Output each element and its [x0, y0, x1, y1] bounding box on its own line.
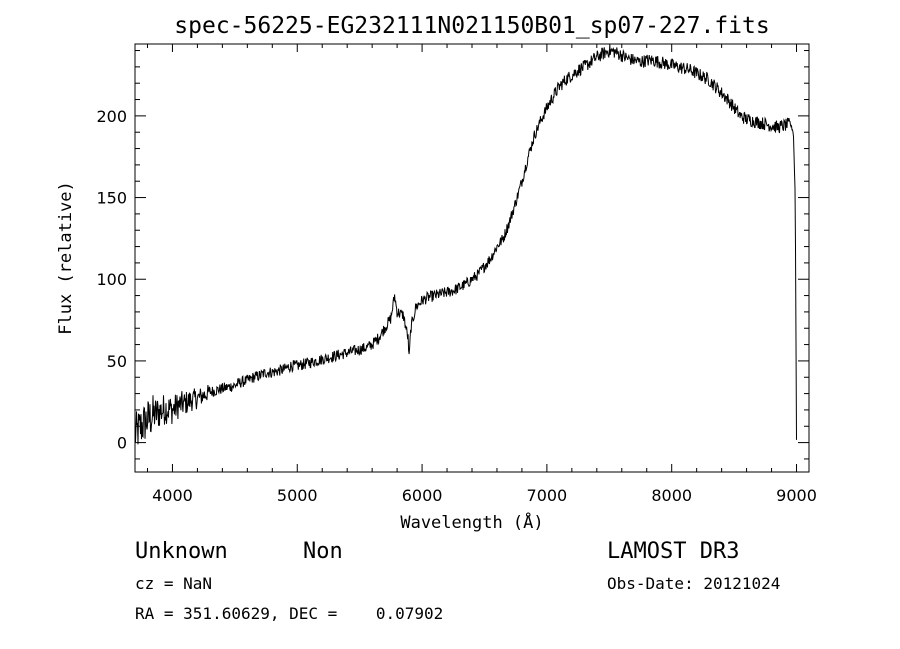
plot-frame — [134, 43, 810, 473]
x-tick-label: 6000 — [402, 486, 443, 505]
coordinates: RA = 351.60629, DEC = 0.07902 — [135, 604, 444, 623]
y-tick-label: 200 — [96, 107, 127, 126]
x-tick-label: 8000 — [651, 486, 692, 505]
spectrum-line — [134, 44, 797, 445]
object-class: Unknown — [135, 539, 228, 564]
y-tick-label: 150 — [96, 189, 127, 208]
observation-date: Obs-Date: 20121024 — [607, 574, 781, 593]
x-axis-label: Wavelength (Å) — [400, 511, 543, 533]
y-tick-label: 100 — [96, 270, 127, 289]
y-axis-label: Flux (relative) — [56, 181, 76, 335]
x-tick-label: 4000 — [152, 486, 193, 505]
x-axis: 4000 5000 6000 7000 8000 9000 — [146, 44, 817, 505]
redshift-cz: cz = NaN — [135, 574, 213, 593]
object-subclass: Non — [303, 539, 343, 564]
survey-name: LAMOST DR3 — [607, 539, 740, 564]
chart-title: spec-56225-EG232111N021150B01_sp07-227.f… — [174, 13, 769, 39]
y-tick-label: 0 — [117, 434, 127, 453]
x-tick-label: 7000 — [527, 486, 568, 505]
x-tick-label: 9000 — [776, 486, 817, 505]
x-tick-label: 5000 — [277, 486, 318, 505]
y-axis: 0 50 100 150 200 — [96, 50, 809, 460]
y-tick-label: 50 — [107, 352, 127, 371]
